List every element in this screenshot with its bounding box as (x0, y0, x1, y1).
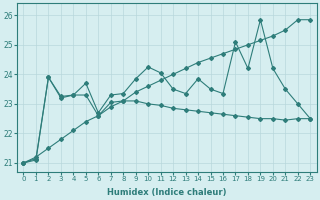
X-axis label: Humidex (Indice chaleur): Humidex (Indice chaleur) (107, 188, 227, 197)
